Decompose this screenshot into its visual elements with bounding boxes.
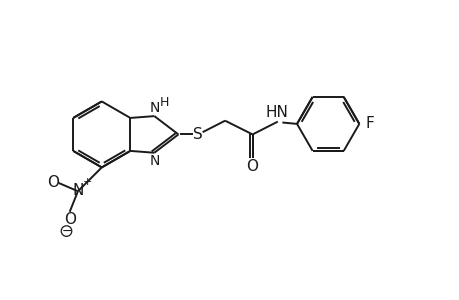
Text: O: O (47, 175, 59, 190)
Text: +: + (82, 177, 92, 187)
Text: −: − (61, 225, 72, 238)
Text: O: O (245, 158, 257, 173)
Text: N: N (72, 183, 84, 198)
Text: O: O (63, 212, 76, 227)
Text: N: N (150, 154, 160, 168)
Text: H: H (159, 96, 169, 109)
Text: N: N (150, 101, 160, 115)
Text: F: F (365, 116, 374, 131)
Text: S: S (192, 127, 202, 142)
Text: HN: HN (265, 105, 288, 120)
